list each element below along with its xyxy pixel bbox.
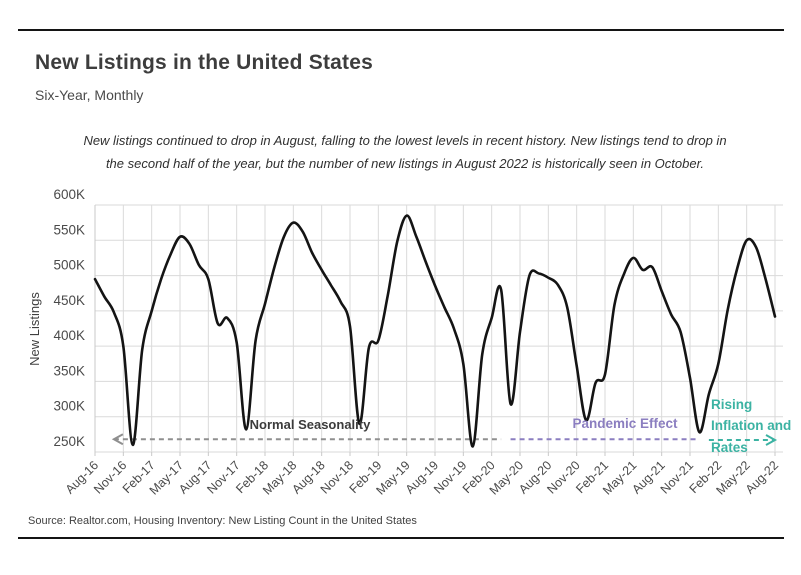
y-tick-label: 300K	[53, 399, 85, 414]
chart-note-line-1: New listings continued to drop in August…	[83, 133, 727, 148]
y-tick-label: 600K	[53, 187, 85, 202]
annotation-rising-inflation-and-rates: Rising Inflation and Rates	[711, 397, 792, 455]
chart-note-line-2: the second half of the year, but the num…	[105, 155, 705, 171]
page-subtitle: Six-Year, Monthly	[35, 87, 144, 103]
chart-canvas: 600K550K500K450K400K350K300K250KAug-16No…	[27, 187, 783, 498]
y-axis-title: New Listings	[27, 292, 42, 366]
y-tick-label: 350K	[53, 363, 85, 378]
source-note: Source: Realtor.com, Housing Inventory: …	[28, 515, 417, 527]
annotation-normal-seasonality: Normal Seasonality	[249, 417, 371, 432]
new-listings-line-chart: 600K 550K 500K 450K 400K 350K 300K 250K Aug-16 No…	[0, 185, 801, 520]
chart-note: New listings continued to drop in August…	[60, 130, 750, 176]
bottom-divider	[18, 537, 784, 539]
left-arrowhead-icon	[111, 433, 124, 446]
y-tick-label: 450K	[53, 293, 85, 308]
y-tick-label: 400K	[53, 328, 85, 343]
page-title: New Listings in the United States	[35, 51, 373, 74]
top-divider	[18, 29, 784, 31]
new-listings-series-line	[93, 214, 777, 448]
annotation-pandemic-effect: Pandemic Effect	[572, 416, 678, 431]
y-tick-label: 250K	[53, 434, 85, 449]
y-tick-label: 550K	[53, 222, 85, 237]
chart-grid: 600K550K500K450K400K350K300K250KAug-16No…	[53, 187, 783, 498]
right-arrowhead-icon	[765, 434, 778, 446]
y-tick-label: 500K	[53, 258, 85, 273]
